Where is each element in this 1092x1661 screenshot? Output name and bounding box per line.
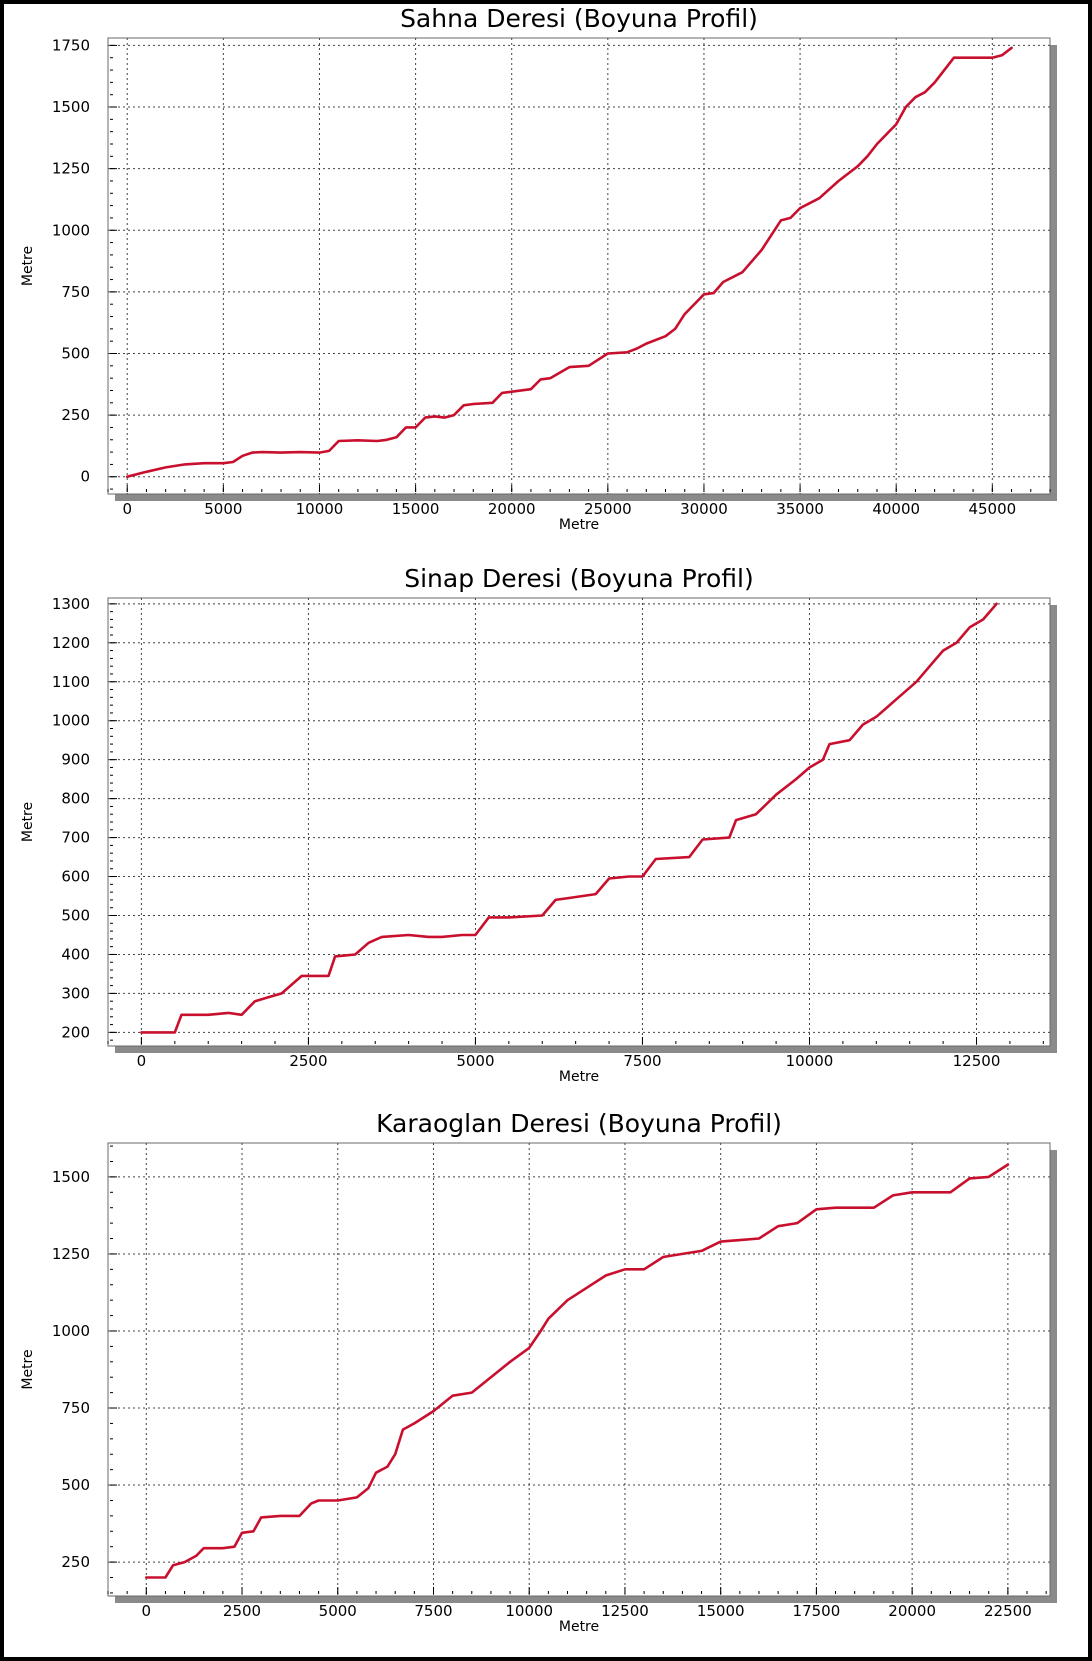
- x-tick-label: 5000: [204, 500, 242, 518]
- y-tick-label: 500: [61, 906, 90, 924]
- x-tick-label: 5000: [456, 1052, 494, 1070]
- y-tick-label: 1200: [52, 634, 90, 652]
- y-tick-label: 1500: [52, 1168, 90, 1186]
- chart-title: Sinap Deresi (Boyuna Profil): [404, 564, 754, 593]
- y-tick-label: 1000: [52, 1322, 90, 1340]
- chart-title: Karaoglan Deresi (Boyuna Profil): [376, 1109, 782, 1138]
- y-axis-label: Metre: [20, 1349, 36, 1389]
- x-tick-label: 10000: [786, 1052, 834, 1070]
- y-tick-label: 300: [61, 984, 90, 1002]
- x-tick-label: 7500: [414, 1602, 452, 1620]
- y-tick-label: 1300: [52, 595, 90, 613]
- x-tick-label: 22500: [984, 1602, 1032, 1620]
- x-tick-label: 2500: [289, 1052, 327, 1070]
- x-tick-label: 10000: [505, 1602, 553, 1620]
- chart-title: Sahna Deresi (Boyuna Profil): [400, 4, 758, 33]
- y-tick-label: 250: [61, 1553, 90, 1571]
- y-tick-label: 250: [61, 406, 90, 424]
- x-tick-label: 15000: [392, 500, 440, 518]
- y-axis-label: Metre: [20, 802, 36, 842]
- plot-area: [107, 1142, 1051, 1597]
- y-tick-label: 1000: [52, 221, 90, 239]
- y-tick-label: 1750: [52, 36, 90, 54]
- x-tick-label: 2500: [223, 1602, 261, 1620]
- y-tick-label: 700: [61, 829, 90, 847]
- x-tick-label: 12500: [953, 1052, 1001, 1070]
- x-tick-label: 30000: [680, 500, 728, 518]
- x-tick-label: 0: [142, 1602, 152, 1620]
- y-axis-label: Metre: [20, 246, 36, 286]
- x-axis-label: Metre: [559, 1619, 599, 1635]
- chart-1: 0 5000 10000 15000 20000 25000 30000 35000 40000…: [20, 4, 1057, 533]
- y-tick-label: 0: [80, 468, 90, 486]
- x-tick-label: 5000: [319, 1602, 357, 1620]
- y-tick-label: 900: [61, 751, 90, 769]
- y-tick-label: 750: [61, 283, 90, 301]
- y-tick-label: 200: [61, 1023, 90, 1041]
- y-tick-label: 1000: [52, 712, 90, 730]
- series-line: [145, 1163, 1010, 1579]
- x-tick-label: 20000: [488, 500, 536, 518]
- x-tick-label: 20000: [888, 1602, 936, 1620]
- y-tick-label: 1500: [52, 98, 90, 116]
- x-tick-label: 35000: [776, 500, 824, 518]
- y-tick-label: 1250: [52, 1245, 90, 1263]
- x-axis-label: Metre: [559, 1069, 599, 1085]
- y-tick-label: 400: [61, 945, 90, 963]
- x-tick-label: 15000: [697, 1602, 745, 1620]
- y-tick-label: 500: [61, 345, 90, 363]
- y-tick-label: 500: [61, 1476, 90, 1494]
- x-tick-label: 17500: [793, 1602, 841, 1620]
- x-axis-label: Metre: [559, 517, 599, 533]
- x-tick-label: 7500: [623, 1052, 661, 1070]
- plot-area: [107, 37, 1051, 495]
- x-tick-label: 10000: [296, 500, 344, 518]
- x-tick-label: 40000: [872, 500, 920, 518]
- chart-2: 0 2500 5000 7500 10000 12500 200 300 400 500 600 70…: [20, 564, 1057, 1085]
- y-tick-label: 1100: [52, 673, 90, 691]
- y-tick-label: 1250: [52, 160, 90, 178]
- chart-3: 0 2500 5000 7500 10000 12500 15000 17500 20000 22…: [20, 1109, 1057, 1635]
- x-tick-label: 45000: [968, 500, 1016, 518]
- x-tick-label: 12500: [601, 1602, 649, 1620]
- y-tick-label: 800: [61, 790, 90, 808]
- series-line: [140, 602, 998, 1034]
- plot-area: [107, 597, 1051, 1047]
- x-tick-label: 0: [122, 500, 132, 518]
- y-tick-label: 600: [61, 868, 90, 886]
- y-tick-label: 750: [61, 1399, 90, 1417]
- series-line: [125, 46, 1013, 479]
- x-tick-label: 0: [137, 1052, 147, 1070]
- x-tick-label: 25000: [584, 500, 632, 518]
